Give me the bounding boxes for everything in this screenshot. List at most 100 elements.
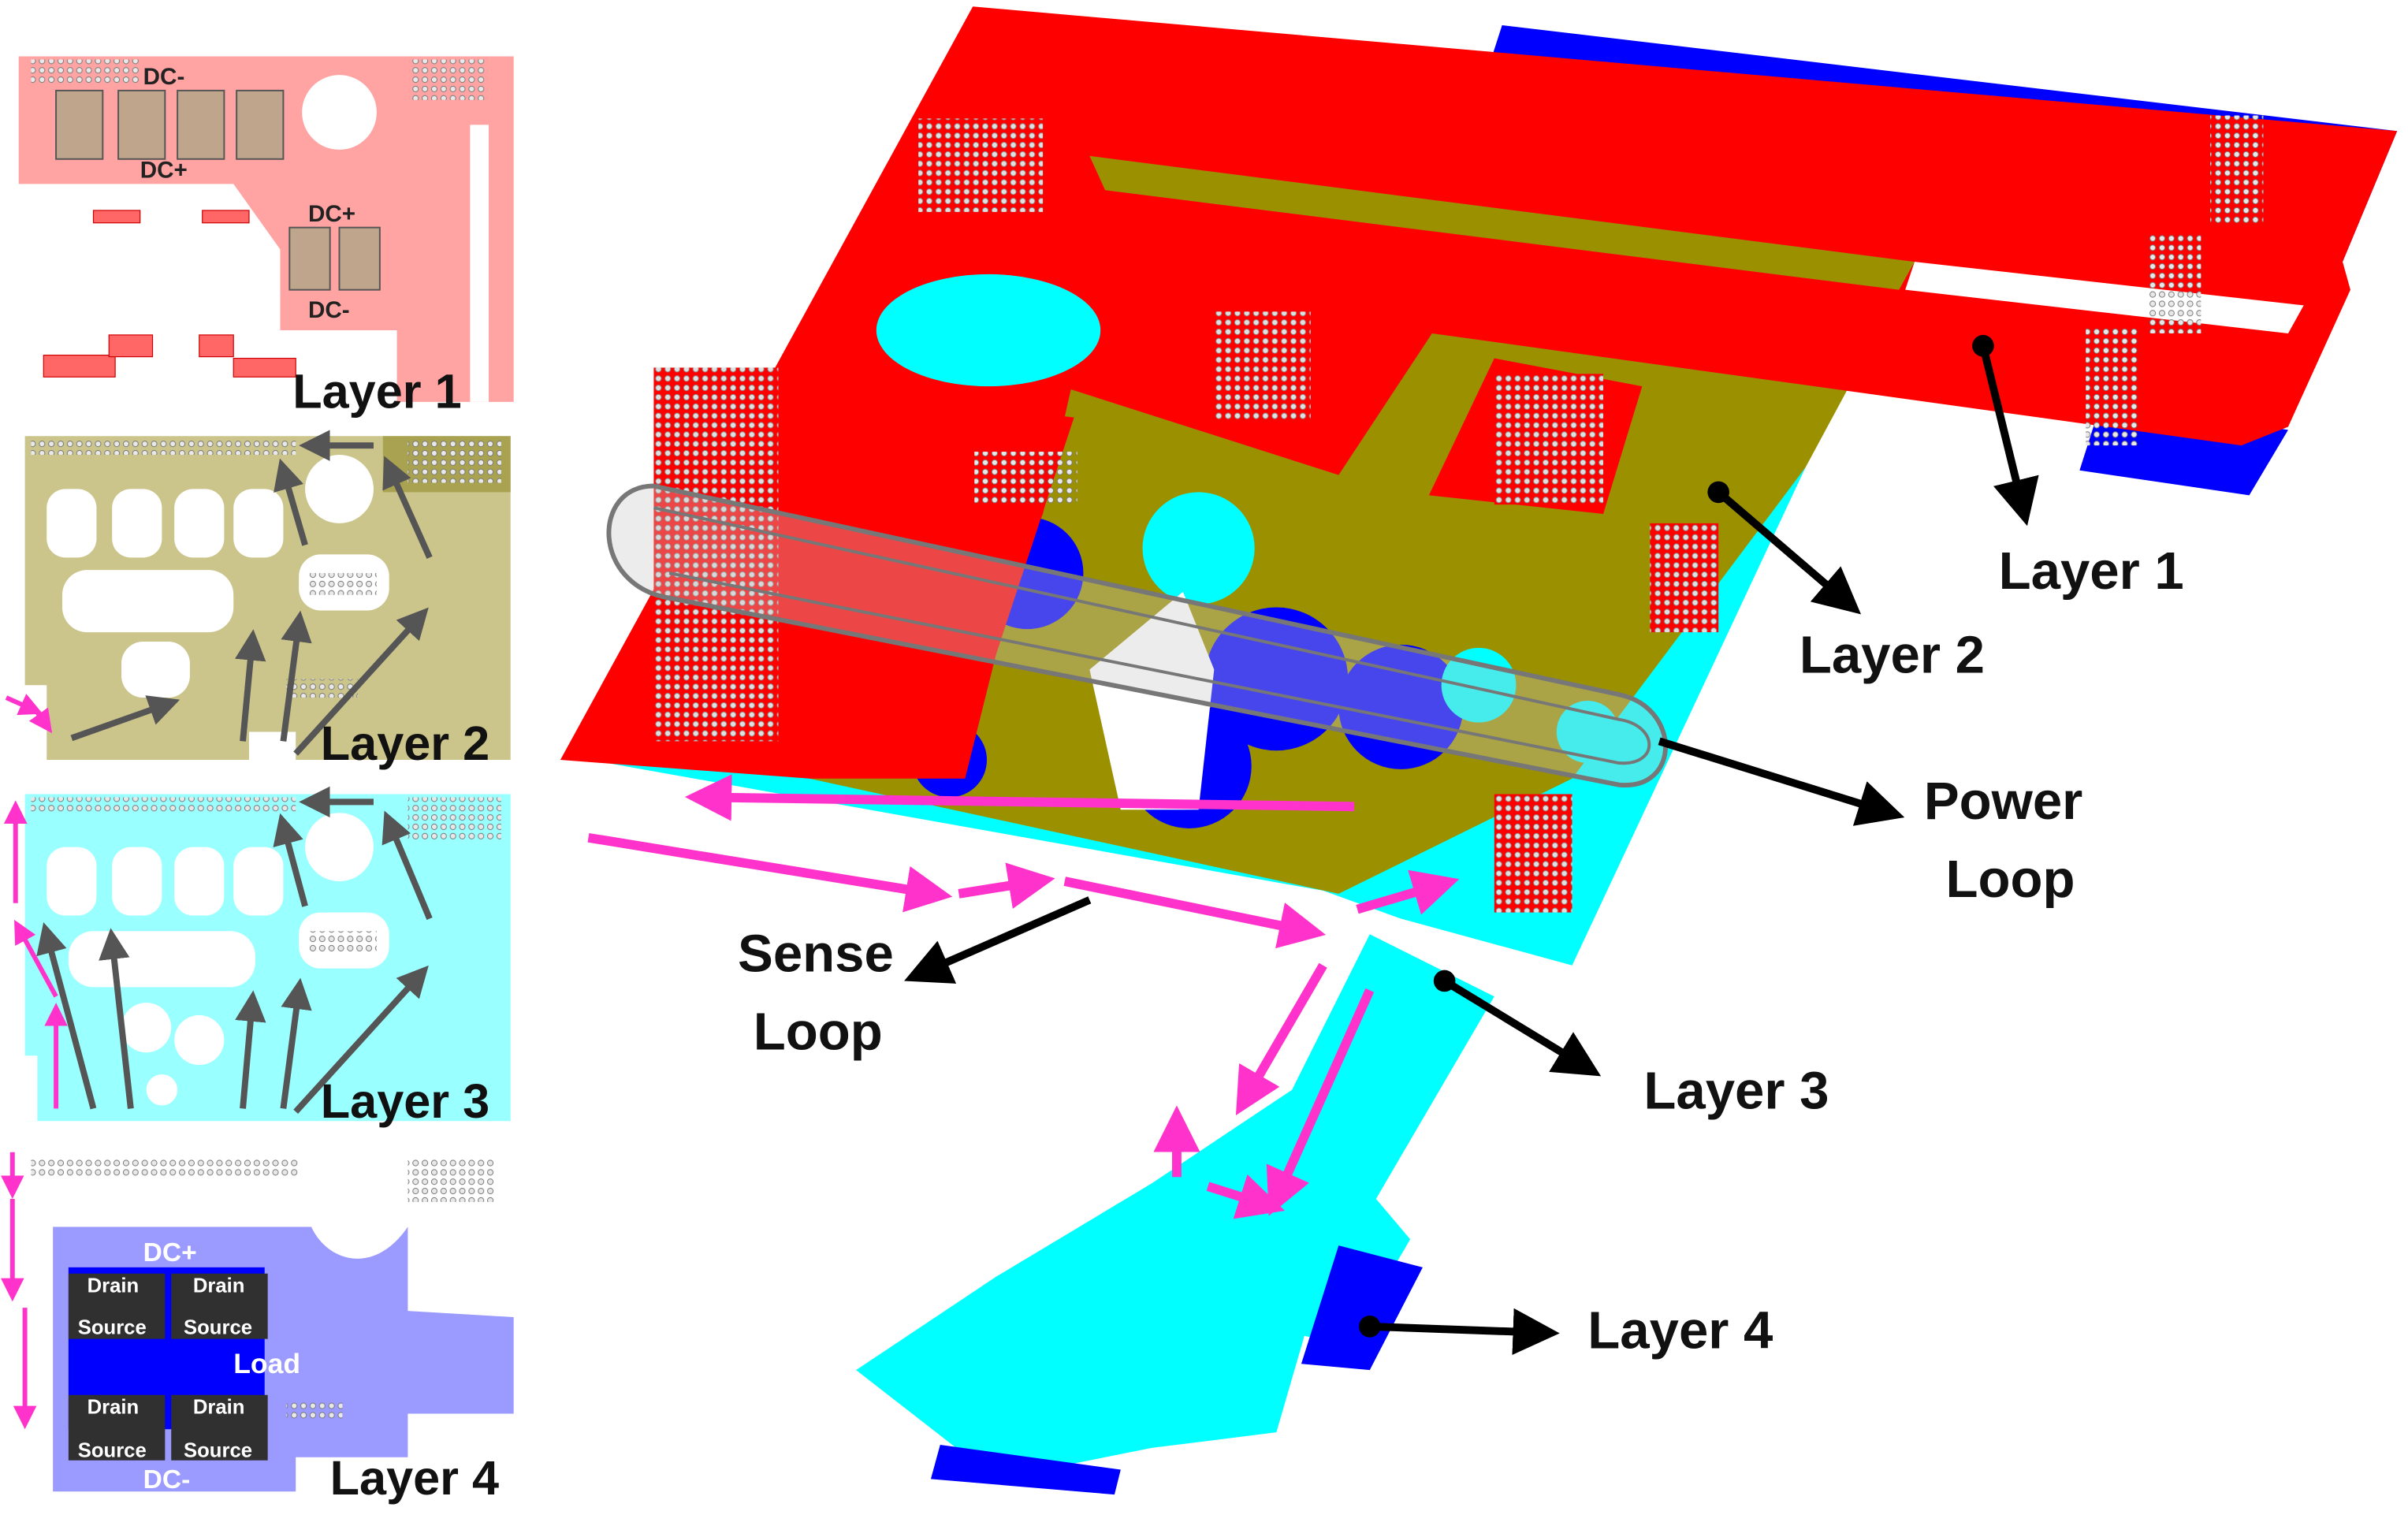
power-arrow (36, 921, 97, 1110)
layer1-pads (43, 210, 296, 378)
capacitor-group (55, 89, 381, 291)
callout-arrow (1715, 489, 1862, 615)
layer2-via-array (308, 573, 377, 595)
callout-dot (1433, 970, 1456, 992)
power-arrow (280, 610, 312, 742)
layer4-panel: DC+ Drain Drain Source Source Load Drain… (0, 1152, 514, 1505)
sense-arrow (14, 919, 58, 998)
pad (108, 334, 154, 358)
layer3-via-array (31, 797, 296, 813)
layer3-via-array (308, 931, 377, 953)
cutout (61, 570, 234, 633)
pad (92, 210, 141, 224)
callout-dot (1358, 1316, 1381, 1338)
sense-arrow (684, 774, 1355, 821)
load-label: Load (233, 1348, 300, 1379)
layer2-via-array (286, 679, 359, 698)
layer1-cutout (302, 75, 377, 150)
callout-arrow (1442, 977, 1602, 1077)
transistor (68, 1394, 166, 1461)
layer2-via-array (408, 439, 501, 483)
via-array (1494, 374, 1604, 505)
cutout (47, 847, 97, 916)
power-arrow (273, 813, 308, 907)
power-arrow (381, 810, 433, 921)
via-array (653, 367, 779, 742)
sense-arrow (1356, 869, 1460, 915)
capacitor (288, 226, 331, 291)
sense-arrow (28, 702, 53, 734)
transistor (68, 1273, 166, 1339)
sense-arrows-l4 (0, 1152, 37, 1430)
layer1-tag-dc-minus: DC- (143, 64, 185, 90)
pad (202, 210, 250, 224)
power-loop-path-inner (653, 506, 1651, 765)
capacitor (177, 89, 225, 160)
cutout (233, 489, 284, 558)
layer1-via-array (409, 59, 488, 100)
callout-dot (1707, 481, 1729, 504)
layer3-panel-title: Layer 3 (321, 1074, 489, 1128)
layer3-panel: Layer 3 (0, 786, 511, 1128)
capacitor (55, 89, 104, 160)
power-arrow (293, 607, 429, 756)
drain-label: Drain (87, 1275, 140, 1297)
layer1-tag-dc-plus-2: DC+ (308, 201, 355, 227)
layer1-3d-hole (876, 274, 1101, 387)
layer4-via-array (286, 1401, 343, 1420)
via-array (974, 452, 1077, 505)
layer4-panel-title: Layer 4 (330, 1451, 499, 1505)
layer1-panel-title: Layer 1 (292, 365, 461, 419)
via-arrays-3d (653, 115, 2264, 913)
layer2-panel-title: Layer 2 (321, 716, 489, 770)
cutout (121, 641, 190, 698)
callout-power-loop-1: Power (1924, 772, 2082, 831)
layer1-slot (470, 125, 489, 402)
callout-sense-loop-1: Sense (738, 925, 894, 984)
transistor (171, 1273, 268, 1339)
drain-label: Drain (193, 1275, 245, 1297)
power-arrow (99, 928, 134, 1109)
layer1-via-array (31, 59, 140, 84)
layer3-via-array (408, 797, 501, 841)
transistor-group (68, 1273, 268, 1461)
cutout (146, 1074, 178, 1106)
via-array (2086, 327, 2139, 446)
cutout (305, 813, 374, 882)
transistor (171, 1394, 268, 1461)
callout-arrow (904, 896, 1092, 984)
power-flow-arrows-l3 (36, 786, 433, 1115)
source-label: Source (78, 1440, 147, 1462)
cutout (174, 847, 225, 916)
reveal (1142, 492, 1255, 605)
cutout (112, 489, 162, 558)
reveal (1204, 607, 1349, 751)
source-label: Source (184, 1440, 252, 1462)
cutout (68, 931, 255, 988)
capacitor (236, 89, 285, 160)
layer4-dc-plus: DC+ (143, 1238, 197, 1267)
cutout (0, 1055, 38, 1122)
source-label: Source (184, 1317, 252, 1339)
via-array (918, 118, 1044, 212)
callout-arrow (1979, 344, 2039, 527)
pad (233, 357, 296, 378)
cutout (47, 489, 97, 558)
power-arrow (235, 629, 266, 742)
drain-label: Drain (193, 1396, 245, 1418)
callout-arrow (1658, 737, 1905, 826)
via-array (2148, 233, 2201, 333)
layer1-tag-dc-minus-2: DC- (308, 297, 350, 323)
callout-arrows (904, 344, 2039, 1355)
sense-arrow (958, 862, 1055, 909)
layer1-panel: DC- DC+ DC+ DC- Layer 1 (18, 56, 514, 419)
layer4-3d-bottom (1301, 1245, 1423, 1371)
layer4-3d-bottom (930, 1444, 1121, 1495)
power-flow-arrows (70, 430, 433, 756)
layer1-3d-slot (1905, 262, 2304, 333)
pad (43, 355, 116, 378)
layer4-via-array (31, 1158, 300, 1178)
callout-layer4: Layer 4 (1587, 1301, 1773, 1360)
pad (199, 334, 234, 358)
